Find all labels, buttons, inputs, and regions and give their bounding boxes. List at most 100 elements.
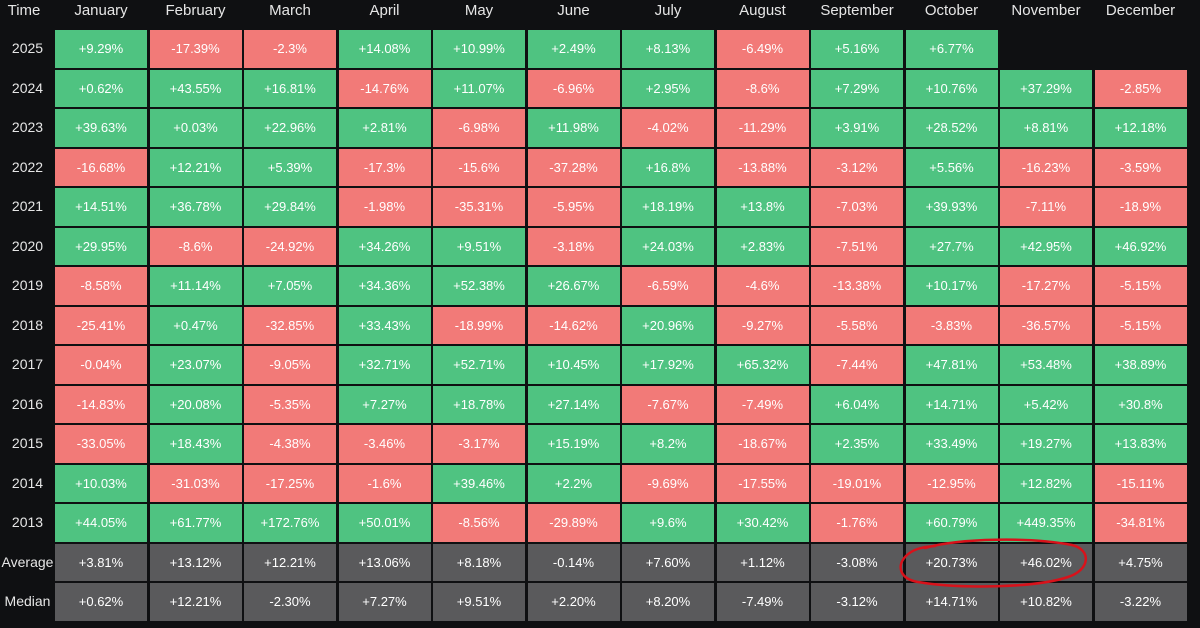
heatmap-cell: -5.15% — [1094, 306, 1187, 344]
heatmap-cell: +39.63% — [55, 109, 147, 147]
row-label-median: Median — [4, 593, 51, 609]
heatmap-cell: +13.8% — [716, 188, 809, 226]
heatmap-cell: +27.14% — [527, 385, 620, 423]
heatmap-cell: -1.6% — [338, 464, 431, 502]
heatmap-cell: +39.93% — [905, 188, 998, 226]
heatmap-cell: +20.08% — [149, 385, 242, 423]
heatmap-cell: -17.27% — [1000, 267, 1092, 305]
heatmap-cell: +9.29% — [55, 30, 147, 68]
heatmap-cell: -29.89% — [527, 504, 620, 542]
heatmap-cell: +4.75% — [1094, 543, 1187, 581]
heatmap-cell: +37.29% — [1000, 69, 1092, 107]
heatmap-cell: -16.23% — [1000, 148, 1092, 186]
heatmap-cell: -32.85% — [244, 306, 336, 344]
heatmap-cell: +14.51% — [55, 188, 147, 226]
heatmap-cell: +2.81% — [338, 109, 431, 147]
heatmap-cell: +46.92% — [1094, 227, 1187, 265]
heatmap-cell: -15.6% — [433, 148, 525, 186]
heatmap-cell: +8.81% — [1000, 109, 1092, 147]
heatmap-cell: -7.44% — [811, 346, 903, 384]
heatmap-cell: +19.27% — [1000, 425, 1092, 463]
heatmap-cell: +20.73% — [905, 543, 998, 581]
heatmap-cell: -17.3% — [338, 148, 431, 186]
heatmap-cell: -6.98% — [433, 109, 525, 147]
column-header-september: September — [820, 2, 894, 19]
heatmap-cell: +52.38% — [433, 267, 525, 305]
row-label-2019: 2019 — [11, 277, 44, 293]
heatmap-cell: -18.99% — [433, 306, 525, 344]
heatmap-cell: -31.03% — [149, 464, 242, 502]
heatmap-cell: +34.26% — [338, 227, 431, 265]
heatmap-cell: -3.17% — [433, 425, 525, 463]
column-header-december: December — [1105, 2, 1176, 19]
heatmap-cell: -3.59% — [1094, 148, 1187, 186]
heatmap-cell: +14.71% — [905, 583, 998, 621]
heatmap-cell: -18.9% — [1094, 188, 1187, 226]
heatmap-cell: +7.05% — [244, 267, 336, 305]
heatmap-cell: +8.20% — [622, 583, 714, 621]
heatmap-cell: -37.28% — [527, 148, 620, 186]
heatmap-cell: -5.15% — [1094, 267, 1187, 305]
heatmap-cell: -18.67% — [716, 425, 809, 463]
column-header-november: November — [1011, 2, 1081, 19]
column-header-may: May — [464, 2, 494, 19]
row-label-2020: 2020 — [11, 237, 44, 254]
heatmap-cell: -8.6% — [716, 69, 809, 107]
heatmap-cell: -3.12% — [811, 583, 903, 621]
heatmap-cell: +28.52% — [905, 109, 998, 147]
heatmap-cell: +11.07% — [433, 69, 525, 107]
heatmap-cell: +22.96% — [244, 109, 336, 147]
heatmap-cell: -7.11% — [1000, 188, 1092, 226]
heatmap-cell: -17.55% — [716, 464, 809, 502]
heatmap-cell: +12.21% — [149, 148, 242, 186]
corner-label: Time — [7, 2, 41, 19]
heatmap-cell: -11.29% — [716, 109, 809, 147]
heatmap-cell: -33.05% — [55, 425, 147, 463]
heatmap-cell: -3.18% — [527, 227, 620, 265]
heatmap-cell: +5.56% — [905, 148, 998, 186]
heatmap-cell: -2.30% — [244, 583, 336, 621]
heatmap-cell: -6.96% — [527, 69, 620, 107]
heatmap-cell: +172.76% — [244, 504, 336, 542]
heatmap-cell: +36.78% — [149, 188, 242, 226]
heatmap-cell: +0.62% — [55, 583, 147, 621]
heatmap-cell: +42.95% — [1000, 227, 1092, 265]
heatmap-cell: +8.18% — [433, 543, 525, 581]
heatmap-cell: +7.27% — [338, 583, 431, 621]
heatmap-cell: +52.71% — [433, 346, 525, 384]
heatmap-cell: -17.39% — [149, 30, 242, 68]
heatmap-cell: +10.76% — [905, 69, 998, 107]
row-label-2024: 2024 — [11, 79, 44, 96]
heatmap-cell: +10.45% — [527, 346, 620, 384]
column-header-april: April — [369, 2, 400, 19]
heatmap-cell: -35.31% — [433, 188, 525, 226]
heatmap-cell: +2.49% — [527, 30, 620, 68]
heatmap-cell: -7.51% — [811, 227, 903, 265]
heatmap-cell: -3.83% — [905, 306, 998, 344]
heatmap-cell: -7.49% — [716, 385, 809, 423]
heatmap-cell: -8.58% — [55, 267, 147, 305]
heatmap-cell: +39.46% — [433, 464, 525, 502]
heatmap-cell: +5.16% — [811, 30, 903, 68]
row-label-2016: 2016 — [11, 395, 44, 412]
heatmap-cell: -6.49% — [716, 30, 809, 68]
heatmap-cell: +9.51% — [433, 227, 525, 265]
heatmap-cell: +9.51% — [433, 583, 525, 621]
heatmap-cell: +1.12% — [716, 543, 809, 581]
heatmap-cell: +53.48% — [1000, 346, 1092, 384]
heatmap-cell: -34.81% — [1094, 504, 1187, 542]
heatmap-cell: +11.98% — [527, 109, 620, 147]
heatmap-cell: -9.69% — [622, 464, 714, 502]
heatmap-cell: -4.38% — [244, 425, 336, 463]
heatmap-cell: +6.04% — [811, 385, 903, 423]
heatmap-cell: -3.08% — [811, 543, 903, 581]
heatmap-cell: +5.39% — [244, 148, 336, 186]
heatmap-cell: +18.19% — [622, 188, 714, 226]
heatmap-cell: +23.07% — [149, 346, 242, 384]
heatmap-cell: +27.7% — [905, 227, 998, 265]
heatmap-cell: +8.13% — [622, 30, 714, 68]
heatmap-cell: +29.84% — [244, 188, 336, 226]
heatmap-cell: -5.95% — [527, 188, 620, 226]
heatmap-cell: +16.81% — [244, 69, 336, 107]
heatmap-cell: +14.08% — [338, 30, 431, 68]
